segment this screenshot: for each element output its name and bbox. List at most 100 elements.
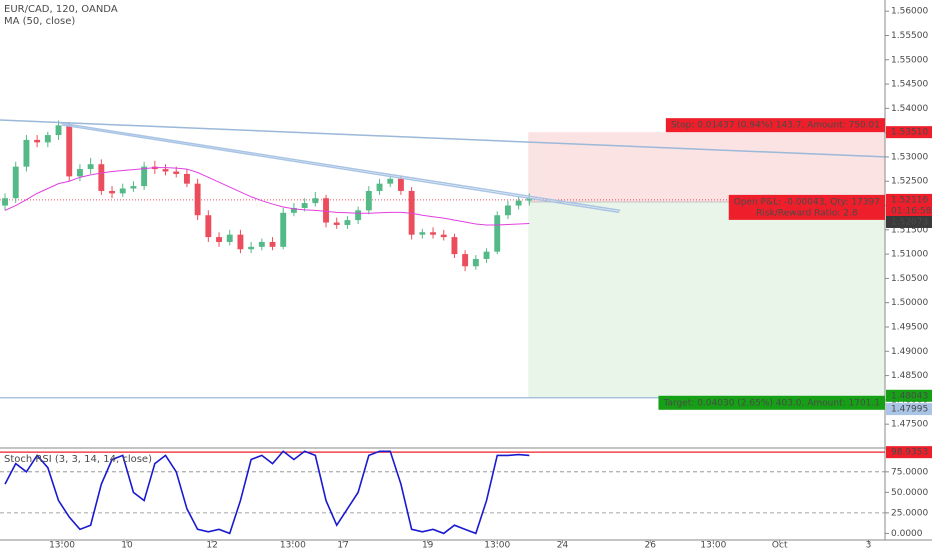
risk-zone [528, 132, 885, 202]
y-tick-label: 1.49500 [891, 322, 928, 332]
price-tag [886, 193, 932, 206]
price-tag-label: 1.52116 [891, 195, 928, 205]
y-tick-label: 1.50000 [891, 298, 928, 308]
candle-body [12, 166, 19, 199]
target-box-text: Target: 0.04030 (2.65%) 403.0, Amount: 1… [662, 398, 880, 408]
price-tag-label: 1.52073 [891, 217, 928, 227]
trendline [59, 122, 621, 212]
candle-body [66, 125, 73, 177]
candle-body [462, 254, 469, 267]
x-tick-label: 13:00 [49, 541, 75, 550]
candle-body [226, 234, 233, 242]
candle-body [333, 222, 340, 225]
y-tick-label: 1.50500 [891, 274, 928, 284]
ma-line [4, 167, 530, 226]
candle-body [119, 188, 126, 194]
y-tick-label: 1.53000 [891, 152, 928, 162]
candle-body [183, 173, 190, 184]
trendline [0, 119, 886, 158]
rsi-y-tick-label: 75.0000 [891, 467, 928, 477]
price-tag-label: 1.48043 [891, 391, 928, 401]
x-tick-label: 26 [645, 541, 657, 550]
candle-body [494, 215, 501, 252]
price-tag-label: 1.47995 [891, 405, 928, 415]
trendline [61, 124, 620, 214]
x-tick-label: 17 [337, 541, 348, 550]
candle-body [194, 183, 201, 216]
y-tick-label: 1.54000 [891, 104, 928, 114]
x-tick-label: 13:00 [700, 541, 726, 550]
price-tag-label: 1.53510 [891, 128, 928, 138]
candle-body [87, 164, 94, 170]
candle-body [472, 258, 479, 267]
candle-body [397, 178, 404, 191]
y-tick-label: 1.51500 [891, 225, 928, 235]
candle-body [258, 241, 265, 247]
candle-body [365, 190, 372, 211]
candle-body [280, 212, 287, 247]
candle-body [130, 186, 137, 189]
x-tick-label: 3 [866, 541, 872, 550]
price-tag [886, 204, 932, 217]
rsi-y-tick-label: 50.0000 [891, 488, 928, 498]
candle-body [205, 215, 212, 238]
candle-body [98, 164, 105, 191]
candle-body [440, 234, 447, 238]
target-box [658, 395, 885, 410]
indicator-label: MA (50, close) [4, 16, 75, 27]
candle-body [376, 183, 383, 191]
candle-body [483, 251, 490, 259]
x-tick-label: 10 [121, 541, 133, 550]
stop-box [665, 118, 885, 133]
candle-body [387, 178, 394, 184]
candle-body [76, 169, 83, 177]
price-tag [886, 403, 932, 416]
y-tick-label: 1.52500 [891, 177, 928, 187]
candle-body [290, 207, 297, 213]
candle-body [55, 125, 62, 136]
chart-title: EUR/CAD, 120, OANDA [4, 4, 118, 15]
rsi-y-tick-label: 0.0000 [891, 529, 923, 539]
candle-body [34, 139, 41, 143]
y-tick-label: 1.47500 [891, 420, 928, 430]
candle-body [44, 135, 51, 143]
rsi-last-tag [886, 446, 932, 459]
y-tick-label: 1.55500 [891, 31, 928, 41]
price-tag [886, 126, 932, 139]
candle-body [248, 246, 255, 250]
y-tick-label: 1.55000 [891, 55, 928, 65]
price-tag-label: 01:16:58 [891, 206, 932, 216]
x-tick-label: 19 [422, 541, 434, 550]
candle-body [269, 241, 276, 247]
candle-body [430, 232, 436, 235]
candle-body [109, 190, 115, 194]
x-tick-label: 13:00 [280, 541, 306, 550]
candle-body [515, 200, 522, 206]
y-tick-label: 1.54500 [891, 80, 928, 90]
reward-zone [528, 201, 885, 398]
y-tick-label: 1.49000 [891, 347, 928, 357]
price-tag [886, 215, 932, 228]
candle-body [419, 232, 426, 235]
y-tick-label: 1.56000 [891, 7, 928, 17]
x-tick-label: 24 [557, 541, 569, 550]
candle-body [355, 210, 362, 221]
pnl-box-text: Risk/Reward Ratio: 2.8 [756, 208, 858, 218]
candle-body [323, 198, 329, 223]
rsi-last-label: 98.9353 [891, 448, 928, 458]
candle-body [162, 169, 169, 172]
candle-body [312, 198, 319, 204]
candle-body [216, 237, 222, 242]
rsi-y-tick-label: 25.0000 [891, 508, 928, 518]
candle-body [526, 198, 533, 201]
candle-body [2, 198, 8, 206]
rsi-label: Stoch RSI (3, 3, 14, 14, close) [4, 454, 152, 465]
candle-body [173, 171, 180, 174]
stop-box-text: Stop: 0.01437 (0.94%) 143.7, Amount: 750… [671, 121, 880, 131]
candle-body [23, 139, 30, 167]
x-tick-label: 12 [206, 541, 217, 550]
candle-body [451, 237, 458, 255]
candle-body [344, 220, 351, 225]
x-tick-label: 13:00 [484, 541, 510, 550]
